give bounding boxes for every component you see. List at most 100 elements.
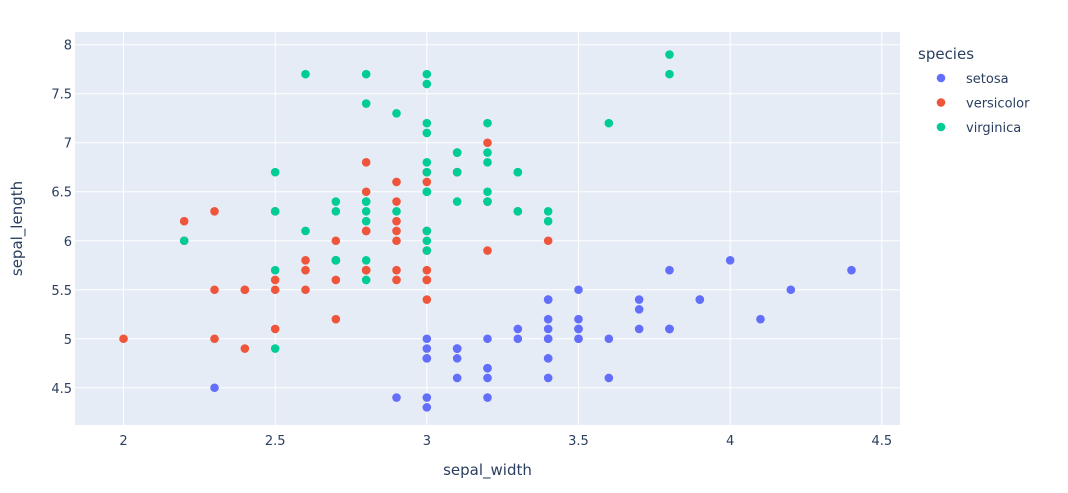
data-point-virginica — [361, 216, 371, 226]
data-point-virginica — [361, 69, 371, 79]
data-point-virginica — [422, 158, 432, 167]
y-axis-ticks: 4.5 5 5.5 6 6.5 7 7.5 8 — [51, 39, 72, 397]
x-tick-label: 2.5 — [265, 434, 286, 449]
data-point-virginica — [361, 207, 371, 216]
data-point-setosa — [543, 354, 553, 363]
data-point-virginica — [422, 167, 432, 177]
data-point-virginica — [543, 216, 553, 226]
y-axis-title: sepal_length — [8, 181, 27, 276]
data-point-virginica — [361, 99, 371, 108]
data-point-versicolor — [392, 226, 401, 236]
data-point-setosa — [634, 324, 644, 334]
data-point-versicolor — [179, 216, 189, 226]
x-tick-label: 4 — [726, 434, 734, 449]
data-point-versicolor — [119, 334, 128, 344]
legend-title: species — [918, 45, 974, 63]
data-point-virginica — [422, 128, 432, 138]
data-point-versicolor — [422, 275, 432, 285]
data-point-versicolor — [301, 256, 310, 265]
data-point-setosa — [604, 334, 614, 344]
data-point-virginica — [331, 197, 341, 206]
series-setosa — [210, 256, 856, 412]
data-point-versicolor — [240, 285, 250, 295]
legend-item-virginica[interactable]: virginica — [936, 121, 1022, 136]
data-point-setosa — [574, 314, 583, 324]
data-point-virginica — [483, 197, 492, 206]
series-virginica — [179, 50, 674, 353]
data-point-versicolor — [392, 275, 401, 285]
x-tick-label: 3 — [423, 434, 431, 449]
data-point-setosa — [543, 324, 553, 334]
data-point-versicolor — [422, 177, 432, 187]
data-point-virginica — [270, 167, 280, 177]
legend: species setosa versicolor virginica — [918, 45, 1030, 136]
data-point-virginica — [452, 167, 462, 177]
data-point-versicolor — [270, 285, 280, 295]
data-point-versicolor — [240, 344, 250, 353]
data-point-versicolor — [392, 197, 401, 206]
data-point-setosa — [695, 295, 705, 304]
data-point-virginica — [452, 197, 462, 206]
data-point-setosa — [634, 295, 644, 304]
data-point-setosa — [483, 334, 492, 344]
data-point-versicolor — [210, 285, 219, 295]
data-point-versicolor — [331, 314, 341, 324]
data-point-virginica — [392, 207, 401, 216]
y-tick-label: 7 — [64, 137, 72, 152]
data-point-setosa — [513, 324, 523, 334]
data-point-setosa — [543, 334, 553, 344]
data-point-virginica — [331, 207, 341, 216]
data-point-virginica — [361, 256, 371, 265]
data-point-virginica — [422, 118, 432, 128]
legend-item-setosa[interactable]: setosa — [936, 72, 1009, 87]
data-point-setosa — [634, 305, 644, 314]
data-point-setosa — [422, 393, 432, 402]
data-point-virginica — [361, 197, 371, 206]
data-point-versicolor — [210, 334, 219, 344]
data-point-setosa — [422, 403, 432, 412]
data-point-versicolor — [392, 216, 401, 226]
legend-marker — [936, 98, 946, 107]
legend-label: setosa — [966, 72, 1009, 87]
x-tick-label: 2 — [119, 434, 127, 449]
data-point-versicolor — [361, 226, 371, 236]
data-point-virginica — [543, 207, 553, 216]
data-point-versicolor — [361, 265, 371, 275]
y-tick-label: 6.5 — [51, 186, 72, 201]
legend-item-versicolor[interactable]: versicolor — [936, 97, 1030, 112]
data-point-virginica — [301, 69, 310, 79]
data-point-setosa — [574, 324, 583, 334]
data-point-virginica — [422, 236, 432, 246]
y-tick-label: 4.5 — [51, 382, 72, 397]
data-point-versicolor — [331, 275, 341, 285]
legend-label: versicolor — [966, 97, 1030, 112]
data-point-versicolor — [543, 236, 553, 246]
data-point-virginica — [665, 50, 674, 59]
data-point-setosa — [543, 373, 553, 383]
data-point-versicolor — [392, 265, 401, 275]
data-point-setosa — [786, 285, 796, 295]
data-point-setosa — [847, 265, 856, 275]
y-tick-label: 5.5 — [51, 284, 72, 299]
data-point-virginica — [422, 79, 432, 89]
data-point-virginica — [422, 246, 432, 255]
data-point-virginica — [422, 187, 432, 197]
data-point-virginica — [270, 344, 280, 353]
data-point-virginica — [270, 207, 280, 216]
x-tick-label: 3.5 — [568, 434, 589, 449]
data-point-setosa — [392, 393, 401, 402]
x-axis-title: sepal_width — [443, 461, 532, 480]
data-point-virginica — [665, 69, 674, 79]
data-point-virginica — [483, 118, 492, 128]
data-point-versicolor — [483, 246, 492, 255]
data-point-virginica — [361, 275, 371, 285]
data-point-virginica — [513, 207, 523, 216]
data-point-setosa — [422, 344, 432, 353]
data-point-versicolor — [301, 265, 310, 275]
data-point-virginica — [179, 236, 189, 246]
data-points — [119, 50, 856, 412]
data-point-virginica — [604, 118, 614, 128]
data-point-setosa — [452, 373, 462, 383]
data-point-versicolor — [361, 187, 371, 197]
data-point-versicolor — [210, 207, 219, 216]
